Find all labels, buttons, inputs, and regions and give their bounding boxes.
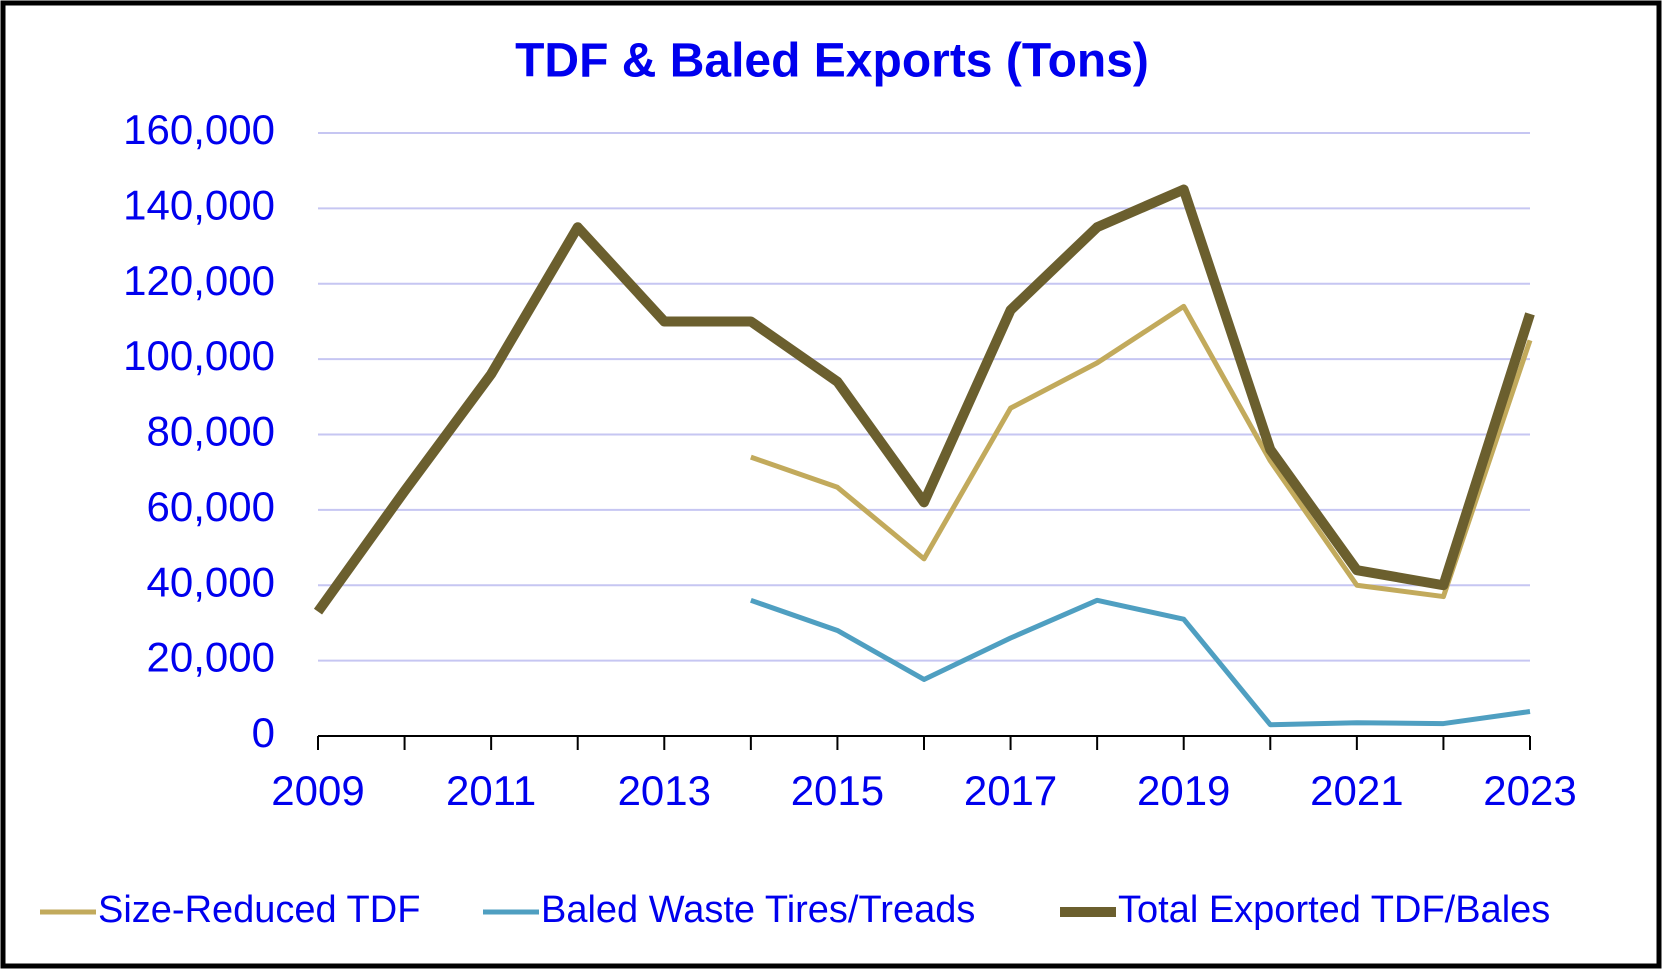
x-tick-label: 2015 bbox=[791, 767, 884, 814]
x-tick-label: 2013 bbox=[618, 767, 711, 814]
x-tick-label: 2019 bbox=[1137, 767, 1230, 814]
x-tick-label: 2011 bbox=[446, 767, 536, 814]
series-line bbox=[750, 303, 1533, 600]
x-tick-label: 2009 bbox=[271, 767, 364, 814]
y-tick-label: 160,000 bbox=[123, 106, 275, 153]
chart-title: TDF & Baled Exports (Tons) bbox=[515, 35, 1149, 88]
y-tick-label: 0 bbox=[252, 709, 275, 756]
legend-label: Baled Waste Tires/Treads bbox=[541, 889, 975, 931]
y-tick-label: 100,000 bbox=[123, 332, 275, 379]
legend-label: Size-Reduced TDF bbox=[98, 889, 420, 931]
series-line bbox=[313, 184, 1535, 615]
y-tick-label: 20,000 bbox=[147, 634, 275, 681]
y-tick-label: 80,000 bbox=[147, 408, 275, 455]
y-tick-label: 140,000 bbox=[123, 181, 275, 228]
series-line bbox=[750, 597, 1531, 728]
y-tick-label: 60,000 bbox=[147, 483, 275, 530]
x-tick-label: 2017 bbox=[964, 767, 1057, 814]
x-tick-label: 2023 bbox=[1483, 767, 1576, 814]
x-tick-label: 2021 bbox=[1310, 767, 1403, 814]
y-tick-label: 120,000 bbox=[123, 257, 275, 304]
y-tick-label: 40,000 bbox=[147, 558, 275, 605]
legend-label: Total Exported TDF/Bales bbox=[1118, 889, 1550, 931]
